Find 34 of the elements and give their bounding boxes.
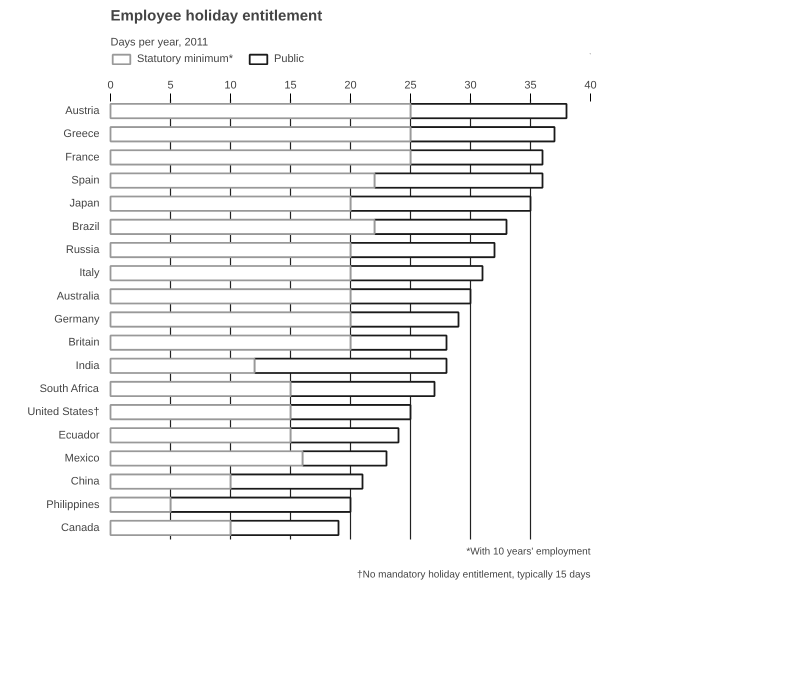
y-tick-label: Italy <box>79 267 100 280</box>
x-tick-label: 40 <box>584 80 597 92</box>
x-tick-label: 35 <box>524 80 537 92</box>
x-tick-label: 0 <box>107 80 114 92</box>
y-tick-label: Austria <box>65 105 100 118</box>
y-tick-label: Mexico <box>64 452 100 464</box>
y-tick-label: Russia <box>66 244 100 256</box>
y-tick-label: Greece <box>63 128 100 140</box>
legend-label: Statutory minimum* <box>137 53 233 65</box>
y-tick-label: India <box>76 360 100 372</box>
y-tick-label: South Africa <box>40 382 100 395</box>
y-tick-label: Philippines <box>46 498 100 511</box>
x-tick-label: 25 <box>404 80 417 92</box>
chart-title: Employee holiday entitlement <box>110 8 322 24</box>
x-tick-label: 5 <box>167 80 174 92</box>
y-tick-label: Japan <box>70 198 100 210</box>
x-tick-label: 20 <box>344 80 357 92</box>
text: †No mandatory holiday entitlement, typically 15 days <box>357 570 591 580</box>
y-tick-label: France <box>65 151 100 164</box>
x-tick-label: 10 <box>224 80 237 92</box>
y-tick-label: Ecuador <box>58 429 100 442</box>
y-tick-label: Canada <box>60 522 100 534</box>
y-tick-label: Spain <box>71 174 100 187</box>
y-tick-label: Britain <box>68 336 100 349</box>
y-tick-label: United States† <box>27 406 100 418</box>
x-tick-label: 30 <box>464 80 477 92</box>
y-tick-label: Germany <box>54 314 100 326</box>
x-tick-label: 15 <box>284 80 297 92</box>
y-tick-label: Brazil <box>72 220 100 233</box>
text: *With 10 years' employment <box>466 546 591 558</box>
y-tick-label: Australia <box>56 290 100 302</box>
y-tick-label: China <box>70 476 100 488</box>
legend-label: Public <box>274 53 304 65</box>
chart-subtitle: Days per year, 2011 <box>110 36 208 48</box>
